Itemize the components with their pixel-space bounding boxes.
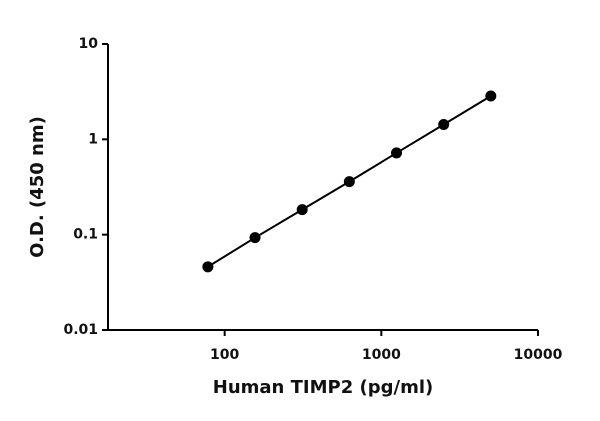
x-tick-label: 10000 [514,347,563,363]
y-axis-title: O.D. (450 nm) [27,116,48,258]
data-point [391,147,403,159]
data-point [438,119,450,131]
data-point [249,232,261,244]
y-tick-label: 0.1 [73,227,98,243]
y-tick-label: 10 [79,36,99,52]
data-point [296,204,308,216]
data-point [343,176,355,188]
x-axis-title: Human TIMP2 (pg/ml) [213,377,433,398]
data-point [485,90,497,102]
x-tick-label: 100 [210,347,239,363]
y-tick-label: 0.01 [63,322,98,338]
x-tick-label: 1000 [362,347,401,363]
data-point [202,261,214,273]
y-tick-label: 1 [88,131,98,147]
